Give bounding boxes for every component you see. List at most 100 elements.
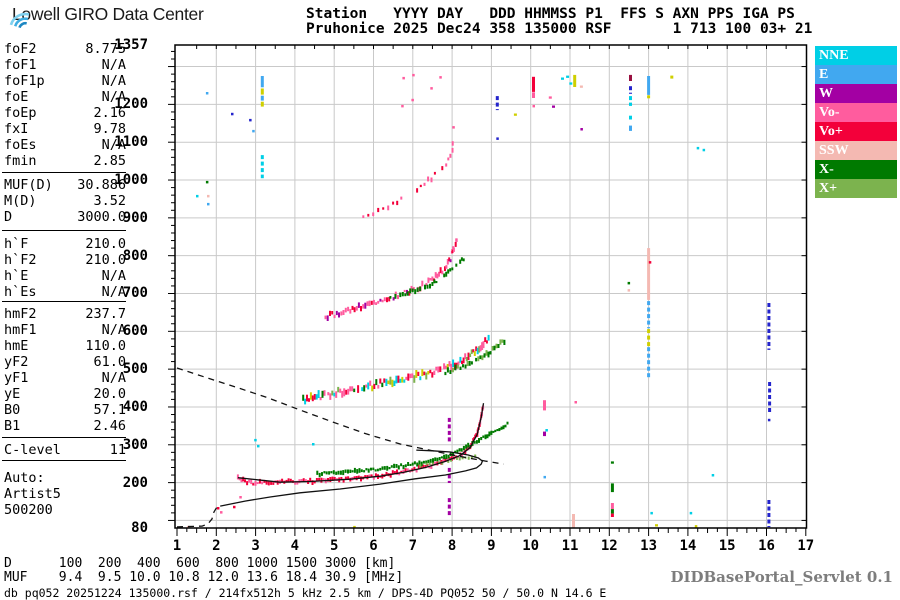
legend-item-w: W [815, 84, 897, 103]
param-row-foe: foE N/A [4, 89, 126, 105]
x-tick-label: 15 [718, 538, 736, 554]
legend-label: Vo- [819, 105, 840, 120]
param-row-foes: foEs N/A [4, 137, 126, 153]
x-tick-label: 4 [290, 538, 300, 554]
param-row-hmf1: hmF1 N/A [4, 322, 126, 338]
param-label: C-level [4, 442, 61, 458]
muf-frequency-row: MUF 9.4 9.5 10.0 10.8 12.0 13.6 18.4 30.… [4, 570, 404, 585]
x-tick-label: 7 [408, 538, 418, 554]
param-label: B0 [4, 402, 21, 418]
giro-logo: Lowell GIRO Data Center [8, 4, 204, 29]
y-tick-label: 1200 [114, 96, 148, 113]
param-value: N/A [101, 370, 126, 386]
legend-label: X- [819, 162, 834, 177]
param-label: B1 [4, 418, 21, 434]
param-label: hmE [4, 338, 29, 354]
auto-line-text: Artist5 [4, 486, 61, 502]
legend-label: SSW [819, 143, 849, 158]
x-tick-label: 17 [797, 538, 815, 554]
y-tick-label: 300 [122, 436, 148, 453]
y-tick-label: 500 [122, 361, 148, 378]
param-label: fmin [4, 153, 37, 169]
param-label: foEs [4, 137, 37, 153]
x-tick-label: 14 [679, 538, 697, 554]
param-value: N/A [101, 89, 126, 105]
param-label: foF1 [4, 57, 37, 73]
param-value: N/A [101, 284, 126, 300]
station-header: Station YYYY DAY DDD HHMMSS P1 FFS S AXN… [306, 7, 812, 37]
legend-label: W [819, 86, 833, 101]
param-label: MUF(D) [4, 177, 53, 193]
param-divider [2, 437, 126, 438]
param-row-ye: yE 20.0 [4, 386, 126, 402]
param-row-foep: foEp 2.16 [4, 105, 126, 121]
y-tick-label: 80 [131, 520, 148, 536]
auto-line-text: 500200 [4, 502, 53, 518]
param-label: yF1 [4, 370, 29, 386]
param-row-b0: B0 57.1 [4, 402, 126, 418]
param-divider [2, 460, 126, 461]
y-tick-label: 1357 [114, 37, 148, 53]
auto-line: Artist5 [4, 486, 126, 502]
param-value: 2.46 [93, 418, 126, 434]
param-row-hf: h`F 210.0 [4, 236, 126, 252]
legend-label: X+ [819, 181, 838, 196]
param-value: N/A [101, 57, 126, 73]
logo-text: Lowell GIRO Data Center [12, 4, 204, 24]
param-value: 3.52 [93, 193, 126, 209]
param-label: yE [4, 386, 21, 402]
x-tick-label: 16 [758, 538, 775, 554]
y-tick-label: 400 [122, 398, 148, 415]
param-value: 57.1 [93, 402, 126, 418]
y-tick-label: 200 [122, 474, 148, 491]
legend-item-vo: Vo+ [815, 122, 897, 141]
giro-logo-icon [9, 12, 30, 29]
x-tick-label: 11 [561, 538, 579, 554]
param-value: 20.0 [93, 386, 126, 402]
param-value: 237.7 [85, 306, 126, 322]
param-label: h`Es [4, 284, 37, 300]
param-value: 9.78 [93, 121, 126, 137]
y-tick-label: 1100 [114, 134, 148, 151]
x-tick-label: 9 [487, 538, 496, 554]
x-tick-label: 12 [600, 538, 618, 554]
param-label: foF2 [4, 41, 37, 57]
param-label: D [4, 209, 13, 225]
param-row-md: M(D) 3.52 [4, 193, 126, 209]
param-divider [2, 230, 126, 231]
auto-line-text: Auto: [4, 470, 45, 486]
param-row-fmin: fmin 2.85 [4, 153, 126, 169]
param-label: foE [4, 89, 29, 105]
legend-label: E [819, 67, 829, 82]
param-group: MUF(D) 30.886 M(D) 3.52 D 3000.0 [4, 177, 126, 225]
param-value: 61.0 [93, 354, 126, 370]
param-row-hf2: h`F2 210.0 [4, 252, 126, 268]
x-tick-label: 10 [522, 538, 540, 554]
param-row-b1: B1 2.46 [4, 418, 126, 434]
param-value: 2.16 [93, 105, 126, 121]
param-value: 11 [109, 442, 126, 458]
x-tick-label: 8 [447, 538, 457, 554]
legend-label: NNE [819, 48, 849, 63]
echo-direction-legend: NNE E W Vo- Vo+ SSW X- X+ [815, 46, 897, 198]
param-row-he: h`E N/A [4, 268, 126, 284]
legend-item-x: X- [815, 160, 897, 179]
param-label: foEp [4, 105, 37, 121]
legend-label: Vo+ [819, 124, 843, 139]
param-row-hme: hmE 110.0 [4, 338, 126, 354]
x-tick-label: 2 [212, 538, 221, 554]
param-value: 3000.0 [77, 209, 126, 225]
muf-distance-row: D 100 200 400 600 800 1000 1500 3000 [km… [4, 556, 396, 571]
param-divider [2, 172, 126, 173]
param-value: 110.0 [85, 338, 126, 354]
y-tick-label: 1000 [114, 172, 148, 189]
param-label: fxI [4, 121, 29, 137]
param-label: h`E [4, 268, 29, 284]
x-tick-label: 13 [640, 538, 658, 554]
param-value: 210.0 [85, 236, 126, 252]
param-value: 30.886 [77, 177, 126, 193]
param-value: 210.0 [85, 252, 126, 268]
param-row-fxi: fxI 9.78 [4, 121, 126, 137]
